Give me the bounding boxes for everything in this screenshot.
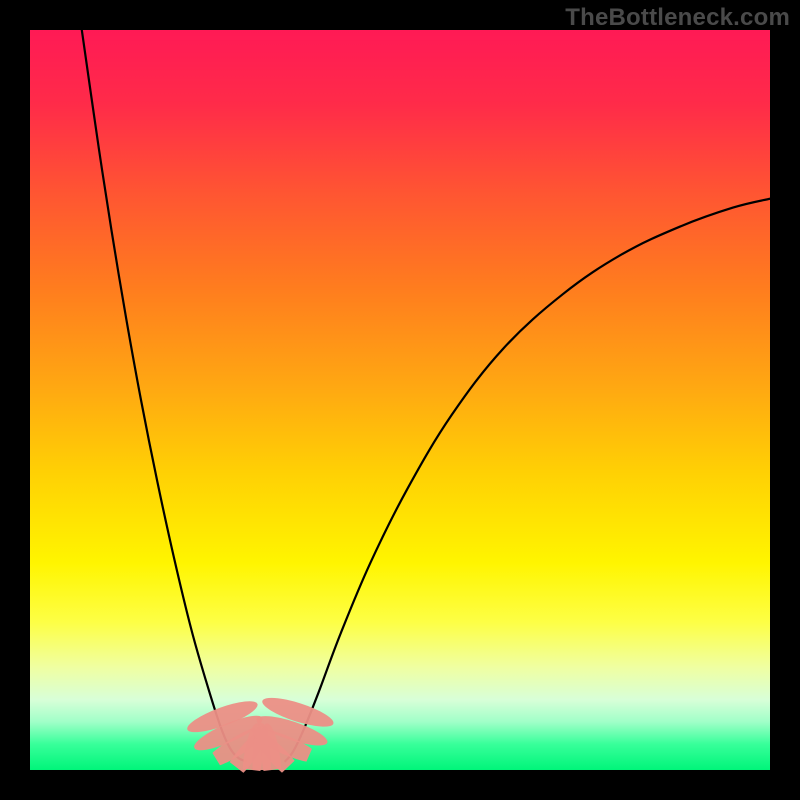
chart-svg bbox=[0, 0, 800, 800]
chart-frame: TheBottleneck.com bbox=[0, 0, 800, 800]
watermark-text: TheBottleneck.com bbox=[565, 4, 790, 32]
